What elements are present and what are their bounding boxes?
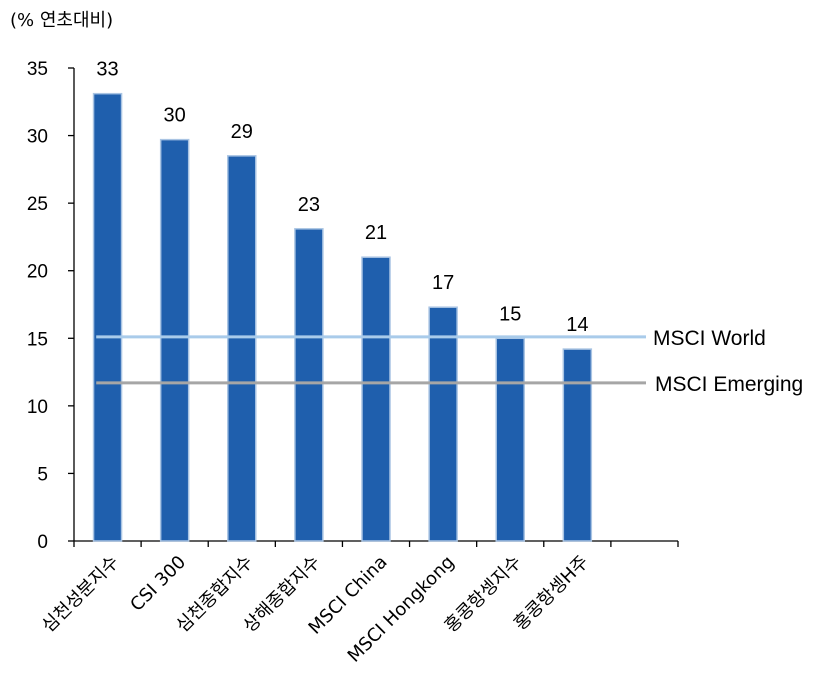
bar (495, 337, 525, 542)
data-label: 21 (365, 222, 387, 244)
y-tick-label: 10 (27, 397, 48, 418)
data-label: 14 (566, 314, 588, 336)
data-label: 30 (164, 105, 186, 127)
data-label: 23 (298, 194, 320, 216)
bar (159, 138, 190, 542)
y-tick-label: 20 (27, 262, 48, 283)
bar (428, 306, 458, 542)
y-tick-label: 15 (27, 329, 48, 350)
y-tick-label: 35 (27, 59, 48, 80)
category-label: CSI 300 (126, 552, 190, 616)
y-tick-label: 0 (37, 532, 48, 553)
data-label: 15 (499, 303, 521, 325)
data-label: 29 (231, 121, 253, 143)
bar (227, 155, 257, 542)
y-tick-label: 25 (27, 194, 48, 215)
bar (92, 92, 123, 542)
category-label: 심천성분지수 (38, 552, 123, 637)
bar (361, 256, 391, 542)
reference-line-label: MSCI Emerging (655, 373, 803, 396)
data-label: 33 (96, 59, 118, 81)
reference-line-label: MSCI World (653, 327, 766, 350)
bar (294, 228, 324, 542)
y-tick-label: 5 (37, 464, 48, 485)
data-label: 17 (432, 272, 454, 294)
y-tick-label: 30 (27, 127, 48, 148)
y-axis-unit-label: (% 연초대비) (10, 10, 114, 31)
bar (562, 348, 593, 542)
